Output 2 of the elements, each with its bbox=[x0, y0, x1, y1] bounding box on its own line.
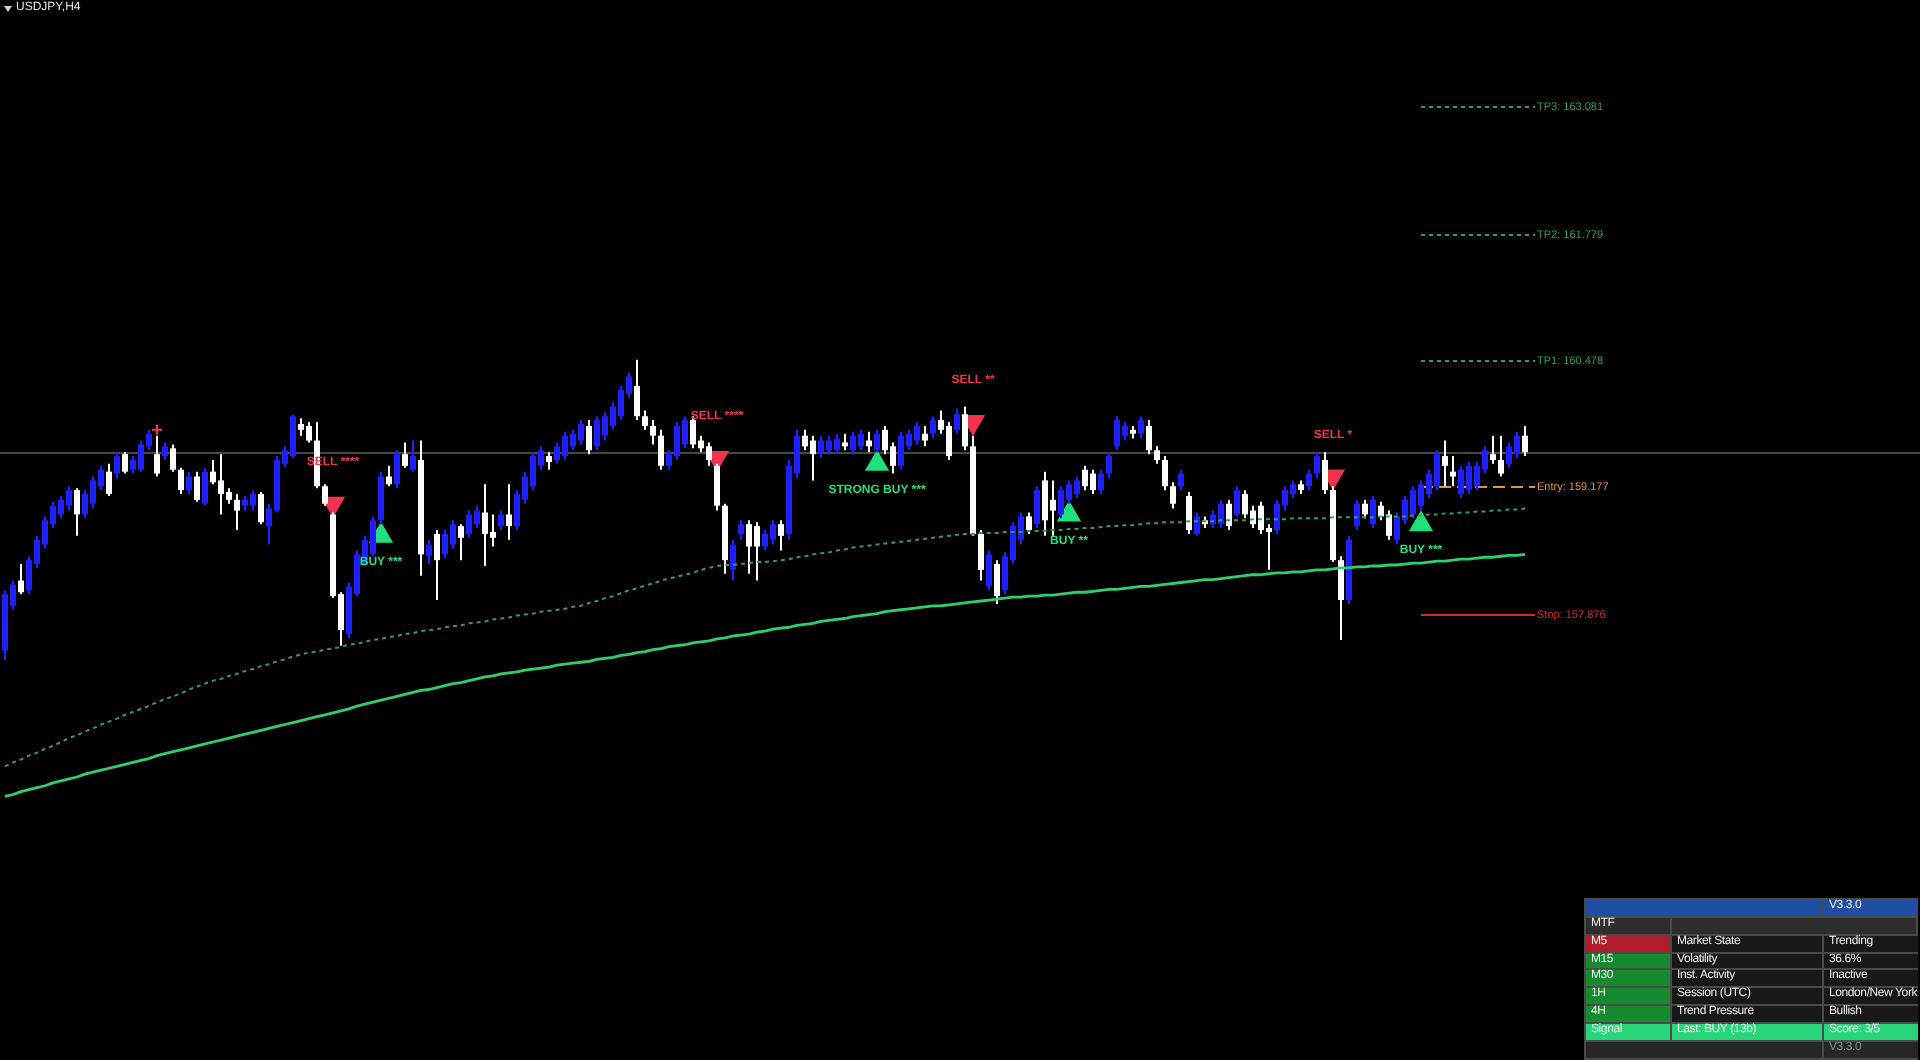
point bbox=[1057, 501, 1081, 522]
point bbox=[1409, 511, 1433, 532]
